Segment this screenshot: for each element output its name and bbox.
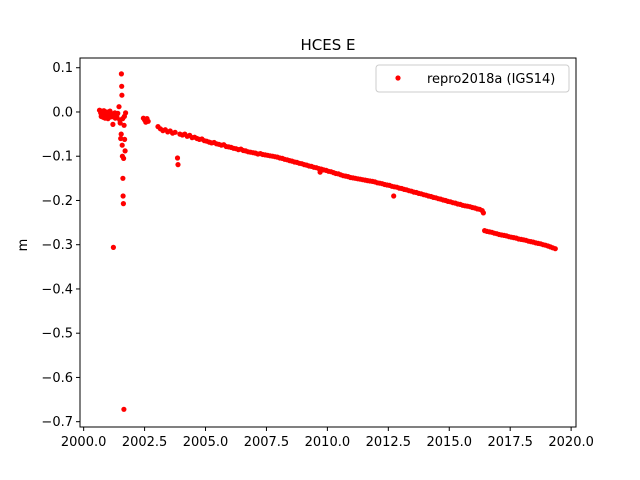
x-tick-label: 2015.0 — [427, 435, 473, 450]
x-tick-label: 2020.0 — [548, 435, 594, 450]
x-tick-label: 2017.5 — [487, 435, 533, 450]
y-tick-label: −0.4 — [41, 282, 73, 297]
data-point — [552, 246, 558, 252]
data-point — [119, 142, 125, 148]
data-point — [121, 122, 127, 128]
legend-box — [375, 64, 570, 93]
x-tick-label: 2005.0 — [183, 435, 229, 450]
y-axis-label: m — [16, 239, 31, 252]
data-point — [118, 131, 124, 137]
x-axis-ticks: 2000.0 2002.5 2005.0 2007.5 2010.0 2012.5 2015… — [61, 427, 594, 450]
legend-entry: repro2018a (IGS14) — [427, 72, 555, 87]
y-tick-label: −0.5 — [41, 327, 73, 342]
x-tick-label: 2007.5 — [244, 435, 290, 450]
data-point — [123, 110, 129, 116]
legend: repro2018a (IGS14) — [375, 64, 570, 93]
data-point — [110, 121, 116, 127]
data-point — [174, 155, 181, 161]
y-tick-label: −0.2 — [41, 194, 73, 209]
chart-title: HCES E — [301, 36, 356, 54]
plot-frame — [79, 57, 577, 428]
data-point — [118, 135, 124, 142]
y-axis-ticks: 0.1 0.0 −0.1 −0.2 −0.3 −0.4 −0.5 −0.6 −0.7 — [41, 61, 80, 430]
data-point — [175, 162, 181, 168]
legend-marker — [395, 75, 401, 81]
y-tick-label: 0.0 — [52, 105, 73, 120]
data-point — [115, 110, 121, 116]
data-point — [120, 201, 126, 207]
data-point — [120, 193, 126, 199]
y-tick-label: −0.1 — [41, 150, 73, 165]
data-point — [120, 175, 126, 181]
data-point — [121, 406, 127, 412]
data-point — [121, 155, 127, 161]
data-point — [122, 148, 128, 154]
plot-points — [96, 71, 558, 412]
data-point — [480, 210, 486, 216]
data-point — [122, 136, 128, 142]
data-point — [118, 71, 124, 77]
x-tick-label: 2010.0 — [305, 435, 351, 450]
data-point — [145, 118, 151, 124]
x-tick-label: 2012.5 — [366, 435, 412, 450]
y-tick-label: −0.6 — [41, 371, 73, 386]
data-point — [119, 92, 125, 98]
y-tick-label: 0.1 — [52, 61, 73, 76]
y-tick-label: −0.7 — [41, 415, 73, 430]
data-point — [110, 244, 116, 250]
y-tick-label: −0.3 — [41, 238, 73, 253]
x-tick-label: 2000.0 — [61, 435, 107, 450]
data-point — [116, 104, 122, 110]
data-point — [119, 83, 125, 89]
data-point — [117, 120, 123, 126]
x-tick-label: 2002.5 — [122, 435, 168, 450]
data-point — [172, 129, 178, 135]
data-point — [391, 193, 397, 199]
